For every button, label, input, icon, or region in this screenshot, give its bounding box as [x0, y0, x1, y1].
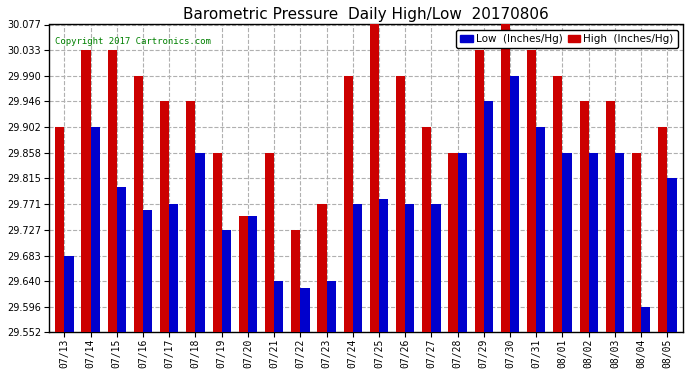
Bar	[90, 127, 100, 332]
Bar	[615, 153, 624, 332]
Bar	[291, 230, 300, 332]
Bar	[632, 153, 641, 332]
Bar	[143, 210, 152, 332]
Bar	[344, 75, 353, 332]
Bar	[265, 153, 274, 332]
Bar	[117, 187, 126, 332]
Bar	[562, 153, 571, 332]
Bar	[274, 281, 284, 332]
Bar	[379, 199, 388, 332]
Bar	[641, 307, 650, 332]
Bar	[501, 24, 510, 332]
Bar	[160, 101, 169, 332]
Title: Barometric Pressure  Daily High/Low  20170806: Barometric Pressure Daily High/Low 20170…	[183, 7, 549, 22]
Bar	[353, 204, 362, 332]
Bar	[422, 127, 431, 332]
Bar	[134, 75, 143, 332]
Bar	[510, 75, 520, 332]
Bar	[396, 75, 405, 332]
Bar	[300, 288, 310, 332]
Legend: Low  (Inches/Hg), High  (Inches/Hg): Low (Inches/Hg), High (Inches/Hg)	[456, 30, 678, 48]
Bar	[667, 178, 676, 332]
Bar	[580, 101, 589, 332]
Bar	[527, 50, 536, 332]
Bar	[221, 230, 231, 332]
Bar	[64, 256, 74, 332]
Bar	[326, 281, 336, 332]
Bar	[475, 50, 484, 332]
Bar	[81, 50, 90, 332]
Bar	[55, 127, 64, 332]
Bar	[195, 153, 205, 332]
Bar	[553, 75, 562, 332]
Bar	[239, 216, 248, 332]
Bar	[370, 24, 379, 332]
Bar	[457, 153, 467, 332]
Bar	[169, 204, 179, 332]
Bar	[186, 101, 195, 332]
Bar	[484, 101, 493, 332]
Bar	[536, 127, 545, 332]
Bar	[431, 204, 441, 332]
Text: Copyright 2017 Cartronics.com: Copyright 2017 Cartronics.com	[55, 37, 211, 46]
Bar	[405, 204, 415, 332]
Bar	[606, 101, 615, 332]
Bar	[317, 204, 326, 332]
Bar	[448, 153, 457, 332]
Bar	[213, 153, 221, 332]
Bar	[248, 216, 257, 332]
Bar	[658, 127, 667, 332]
Bar	[589, 153, 598, 332]
Bar	[108, 50, 117, 332]
